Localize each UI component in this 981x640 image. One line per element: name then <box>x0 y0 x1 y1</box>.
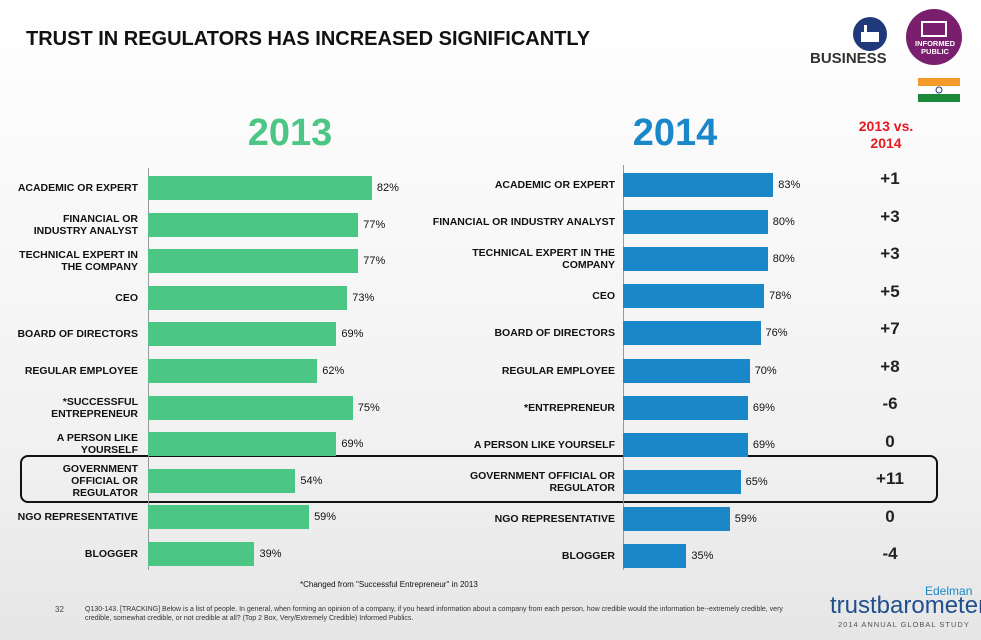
category-label: TECHNICAL EXPERT IN THE COMPANY <box>19 249 138 274</box>
value-label: 69% <box>752 438 775 451</box>
brand-product: trustbarometer <box>830 592 981 619</box>
business-icon <box>853 17 887 51</box>
category-label: ACADEMIC OR EXPERT <box>494 179 615 191</box>
bar <box>623 321 761 346</box>
bar <box>148 322 337 347</box>
comparison-value: +11 <box>876 469 904 488</box>
value-label: 83% <box>778 179 801 191</box>
value-label: 76% <box>765 327 788 340</box>
value-label: 77% <box>363 218 386 231</box>
value-label: 82% <box>376 182 399 194</box>
footnote: Q130-143. [TRACKING] Below is a list of … <box>85 606 783 622</box>
bar <box>623 432 748 457</box>
category-label: GOVERNMENT OFFICIAL OR REGULATOR <box>62 462 138 499</box>
bar <box>623 358 750 383</box>
value-label: 69% <box>341 328 364 341</box>
value-label: 62% <box>322 365 345 377</box>
comparison-value: -4 <box>882 544 898 563</box>
category-label: REGULAR EMPLOYEE <box>24 365 138 377</box>
category-label: GOVERNMENT OFFICIAL OR REGULATOR <box>469 469 615 494</box>
bar <box>148 395 353 420</box>
bar <box>623 210 768 235</box>
business-label: BUSINESS <box>810 50 887 67</box>
category-label: CEO <box>592 290 615 303</box>
comparison-value: 0 <box>885 431 895 451</box>
value-label: 70% <box>754 364 777 377</box>
category-label: *ENTREPRENEUR <box>523 401 615 414</box>
category-label: CEO <box>115 291 138 304</box>
slide-title: TRUST IN REGULATORS HAS INCREASED SIGNIF… <box>26 28 591 50</box>
value-label: 77% <box>363 255 386 268</box>
chart-title: 2014 <box>632 112 718 154</box>
value-label: 59% <box>314 511 337 524</box>
value-label: 65% <box>745 475 768 488</box>
bar <box>623 544 687 568</box>
category-label: REGULAR EMPLOYEE <box>501 364 615 377</box>
bar <box>623 284 765 309</box>
value-label: 75% <box>357 401 380 414</box>
bar <box>623 506 730 531</box>
bar <box>148 505 310 530</box>
category-label: NGO REPRESENTATIVE <box>17 511 138 524</box>
value-label: 35% <box>691 550 714 562</box>
category-label: BOARD OF DIRECTORS <box>494 327 615 340</box>
category-label: TECHNICAL EXPERT IN THE COMPANY <box>472 247 615 272</box>
category-label: A PERSON LIKE YOURSELF <box>473 438 615 451</box>
informed-public-label: INFORMED PUBLIC <box>915 39 955 56</box>
category-label: ACADEMIC OR EXPERT <box>17 182 138 194</box>
category-label: BLOGGER <box>561 550 615 562</box>
comparison-value: +5 <box>880 281 900 301</box>
bar <box>623 395 748 420</box>
comparison-value: +8 <box>880 356 900 376</box>
comparison-value: +7 <box>880 319 900 338</box>
category-label: *SUCCESSFUL ENTREPRENEUR <box>51 395 138 420</box>
comparison-value: +3 <box>880 206 900 226</box>
value-label: 80% <box>772 216 795 229</box>
bar <box>148 432 337 457</box>
chart-title: 2013 <box>247 112 333 154</box>
value-label: 78% <box>769 290 792 303</box>
flag <box>918 78 960 102</box>
note: *Changed from "Successful Entrepreneur" … <box>300 580 478 589</box>
bar <box>623 469 741 494</box>
value-label: 59% <box>734 512 757 525</box>
bar <box>148 176 372 200</box>
comparison-value: 0 <box>885 506 895 526</box>
bar <box>148 468 296 493</box>
brand-study: 2014 ANNUAL GLOBAL STUDY <box>838 620 970 629</box>
comparison-value: -6 <box>882 394 898 413</box>
value-label: 73% <box>352 291 375 304</box>
informed-public-icon <box>906 9 962 65</box>
bar <box>148 249 359 274</box>
value-label: 54% <box>300 474 323 487</box>
value-label: 80% <box>772 253 795 266</box>
category-label: A PERSON LIKE YOURSELF <box>56 432 138 457</box>
comparison-value: +1 <box>880 169 900 188</box>
comparison-title: 2013 vs. 2014 <box>858 118 914 151</box>
highlight-box <box>20 455 938 503</box>
value-label: 39% <box>259 548 282 560</box>
value-label: 69% <box>752 401 775 414</box>
category-label: BLOGGER <box>84 548 138 560</box>
bar <box>148 285 348 310</box>
brand-name: Edelman <box>925 584 973 598</box>
category-label: FINANCIAL OR INDUSTRY ANALYST <box>33 212 138 237</box>
category-label: BOARD OF DIRECTORS <box>17 328 138 341</box>
bar <box>148 542 255 566</box>
bar <box>148 212 359 237</box>
bar <box>148 359 318 383</box>
category-label: FINANCIAL OR INDUSTRY ANALYST <box>432 216 615 229</box>
comparison-value: +3 <box>880 244 900 263</box>
category-label: NGO REPRESENTATIVE <box>494 512 615 525</box>
value-label: 69% <box>341 438 364 451</box>
page-number: 32 <box>55 605 64 614</box>
bar <box>623 173 774 197</box>
bar <box>623 247 768 272</box>
